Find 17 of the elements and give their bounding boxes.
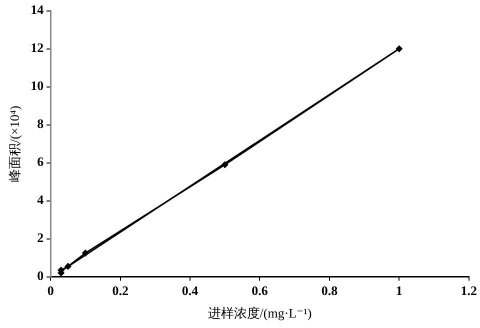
y-tick-label: 0 (37, 268, 44, 284)
x-tick-label: 0.4 (182, 282, 199, 298)
y-tick-label: 14 (30, 2, 44, 18)
x-tick-label: 1 (396, 282, 402, 298)
x-tick-label: 0 (47, 282, 54, 298)
x-tick-label: 0.8 (321, 282, 338, 298)
x-tick-label: 0.6 (252, 282, 268, 298)
x-tick-label: 0.2 (112, 282, 128, 298)
y-tick-label: 4 (37, 192, 44, 208)
y-tick-label: 8 (37, 116, 44, 132)
y-tick-label: 10 (30, 78, 44, 94)
y-axis-title: 峰面积/(×10⁴) (7, 106, 22, 182)
x-tick-label: 1.2 (460, 282, 477, 298)
x-axis-title: 进样浓度/(mg·L⁻¹) (208, 306, 312, 321)
y-tick-label: 2 (37, 230, 44, 246)
y-tick-label: 6 (37, 154, 44, 170)
y-tick-label: 12 (30, 40, 44, 56)
